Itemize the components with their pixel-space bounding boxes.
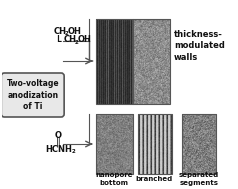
FancyBboxPatch shape — [1, 73, 64, 117]
Text: OH: OH — [68, 26, 82, 36]
Text: 2: 2 — [65, 31, 69, 36]
Text: thickness-
modulated
walls: thickness- modulated walls — [174, 30, 225, 62]
Text: ‖: ‖ — [56, 137, 61, 147]
Text: L: L — [56, 36, 61, 44]
Text: 2: 2 — [75, 40, 79, 45]
Bar — [133, 19, 170, 104]
Text: Two-voltage
anodization
of Ti: Two-voltage anodization of Ti — [6, 79, 59, 111]
Text: OH: OH — [78, 36, 92, 44]
Bar — [182, 114, 216, 174]
Text: nanopore
bottom: nanopore bottom — [95, 172, 133, 186]
Bar — [95, 19, 133, 104]
Text: 2: 2 — [72, 149, 76, 154]
Text: CH: CH — [63, 36, 76, 44]
Text: branched: branched — [136, 176, 173, 182]
Text: separated
segments: separated segments — [178, 172, 219, 186]
Bar — [95, 114, 133, 174]
Text: HCNH: HCNH — [45, 145, 72, 153]
Bar — [138, 114, 172, 174]
Text: O: O — [55, 132, 62, 140]
Text: CH: CH — [53, 26, 66, 36]
